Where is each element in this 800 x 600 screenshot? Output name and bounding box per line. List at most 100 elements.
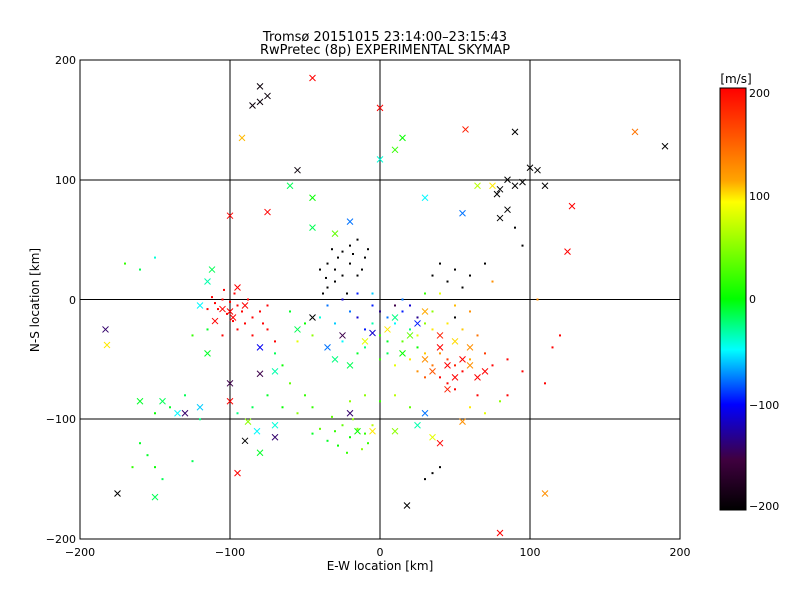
dot-point: [319, 316, 321, 319]
cross-point: [309, 224, 316, 232]
dot-point: [266, 328, 269, 331]
cross-point: [568, 202, 576, 210]
y-tick-label: −100: [46, 413, 76, 426]
dot-point: [236, 304, 239, 307]
dot-point: [331, 248, 333, 251]
dot-point: [334, 280, 336, 283]
dot-point: [461, 370, 464, 373]
cross-point: [466, 362, 474, 369]
cross-point: [406, 332, 414, 339]
dot-point: [349, 244, 351, 247]
dot-point: [367, 248, 369, 251]
cross-point: [211, 317, 219, 325]
dot-point: [424, 292, 426, 295]
dot-point: [221, 334, 224, 337]
dot-point: [346, 451, 348, 454]
colorbar-tick: 200: [749, 87, 770, 100]
dot-point: [424, 478, 426, 481]
cross-point: [481, 367, 489, 375]
x-axis-label: E-W location [km]: [327, 559, 434, 573]
dot-point: [386, 352, 389, 355]
cross-point: [519, 178, 526, 186]
cross-point: [541, 182, 549, 190]
cross-point: [249, 102, 256, 109]
dot-point: [364, 256, 366, 259]
colorbar-tick: 100: [749, 190, 770, 203]
cross-point: [391, 146, 399, 154]
dot-point: [236, 328, 239, 331]
x-tick-labels: −200 −100 0 100 200: [65, 546, 691, 559]
dot-point: [341, 250, 344, 253]
dot-point: [544, 382, 546, 385]
cross-point: [346, 362, 354, 369]
dot-point: [281, 364, 284, 367]
x-tick-label: 100: [520, 546, 541, 559]
dot-point: [446, 358, 449, 361]
y-tick-label: 200: [55, 54, 76, 67]
dot-point: [364, 394, 366, 397]
scatter-points: [102, 74, 669, 537]
dot-point: [304, 322, 306, 325]
dot-point: [379, 358, 381, 361]
cross-point: [444, 385, 451, 393]
dot-point: [394, 364, 396, 367]
dot-point: [139, 268, 141, 271]
y-tick-label: 0: [69, 294, 76, 307]
dot-point: [334, 430, 336, 433]
dot-point: [454, 316, 456, 319]
chart-subtitle: RwPretec (8p) EXPERIMENTAL SKYMAP: [260, 43, 510, 58]
dot-point: [326, 304, 329, 307]
cross-point: [534, 166, 541, 174]
cross-point: [196, 403, 204, 411]
dot-point: [199, 418, 201, 421]
x-tick-label: 0: [377, 546, 384, 559]
dot-point: [409, 328, 411, 331]
dot-point: [536, 298, 539, 301]
cross-point: [102, 326, 109, 333]
dot-point: [349, 262, 351, 265]
dot-point: [221, 298, 224, 301]
cross-point: [399, 350, 406, 357]
dot-point: [424, 322, 426, 325]
cross-point: [204, 278, 211, 285]
dot-point: [476, 394, 479, 397]
cross-point: [474, 373, 481, 381]
cross-point: [384, 326, 391, 333]
dot-point: [469, 406, 471, 409]
dot-point: [325, 276, 327, 279]
cross-point: [376, 156, 384, 163]
dot-point: [206, 308, 209, 311]
cross-point: [159, 397, 166, 405]
dot-point: [364, 346, 366, 349]
cross-point: [256, 370, 264, 378]
dot-point: [514, 226, 516, 229]
cross-point: [504, 176, 511, 184]
cross-point: [451, 373, 459, 381]
dot-point: [289, 310, 291, 313]
dot-point: [469, 358, 471, 361]
dot-point: [431, 364, 434, 367]
dot-point: [334, 322, 336, 325]
dot-point: [506, 358, 509, 361]
dot-point: [131, 466, 134, 469]
cross-point: [399, 134, 406, 142]
dot-point: [296, 340, 299, 343]
y-tick-labels: 200 100 0 −100 −200: [46, 54, 76, 546]
dot-point: [484, 262, 486, 265]
cross-point: [466, 344, 474, 351]
dot-point: [311, 334, 314, 337]
cross-point: [294, 326, 301, 333]
dot-point: [454, 268, 456, 271]
cross-point: [459, 209, 466, 217]
cross-point: [294, 166, 301, 174]
dot-point: [349, 436, 351, 439]
dot-point: [476, 334, 479, 337]
dot-point: [439, 376, 441, 379]
dot-point: [319, 427, 321, 430]
dot-point: [154, 466, 156, 469]
cross-point: [403, 502, 411, 509]
dot-point: [244, 322, 246, 325]
dot-point: [409, 358, 411, 361]
dot-point: [326, 439, 329, 442]
dot-point: [352, 418, 354, 421]
